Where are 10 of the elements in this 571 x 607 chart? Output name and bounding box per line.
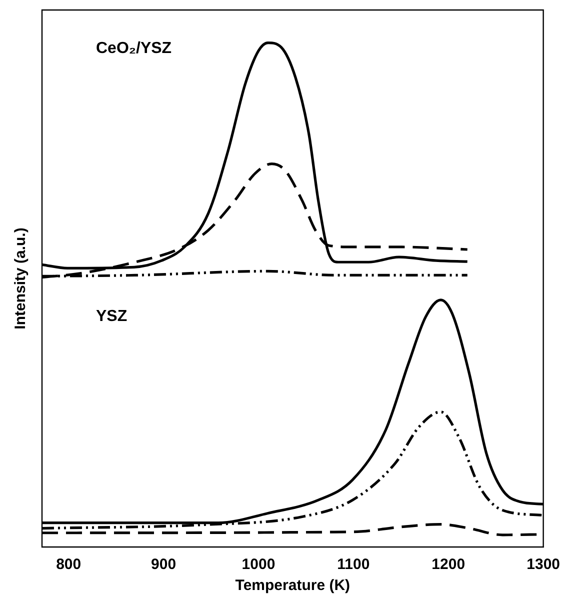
x-tick-label: 900 [151,556,176,574]
y-axis-title: Intensity (a.u.) [12,228,30,330]
x-tick-label: 800 [56,556,82,574]
x-axis-title: Temperature (K) [235,577,350,594]
x-tick-label: 1000 [242,556,276,574]
x-tick-label: 1100 [337,556,370,574]
x-tick-label: 1200 [432,556,466,574]
x-tick-label: 1300 [526,556,560,574]
annotation: CeO₂/YSZ [96,40,172,58]
annotation: YSZ [96,308,128,326]
